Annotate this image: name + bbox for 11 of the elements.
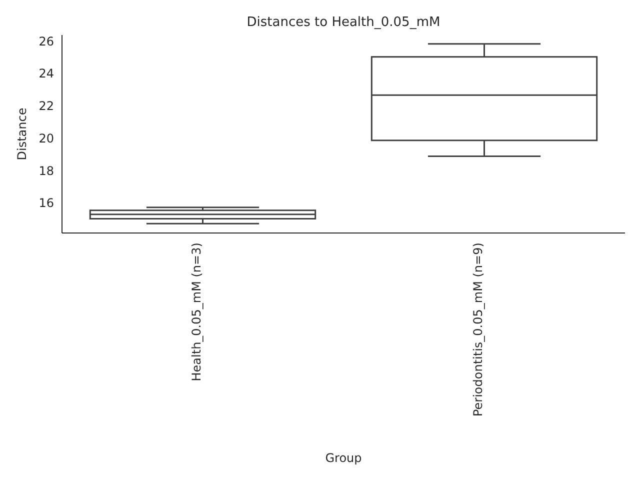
x-tick-label: Health_0.05_mM (n=3) <box>189 242 204 382</box>
y-tick-label: 20 <box>38 131 54 146</box>
y-tick-label: 26 <box>38 34 54 48</box>
y-tick-label: 16 <box>38 196 54 210</box>
y-tick-label: 24 <box>38 66 54 81</box>
y-axis-title: Distance <box>15 108 29 160</box>
y-tick-label: 18 <box>38 164 54 178</box>
x-axis-title: Group <box>325 451 362 465</box>
y-tick-label: 22 <box>38 99 54 114</box>
chart-title: Distances to Health_0.05_mM <box>246 15 440 30</box>
x-tick-label: Periodontitis_0.05_mM (n=9) <box>470 242 485 417</box>
